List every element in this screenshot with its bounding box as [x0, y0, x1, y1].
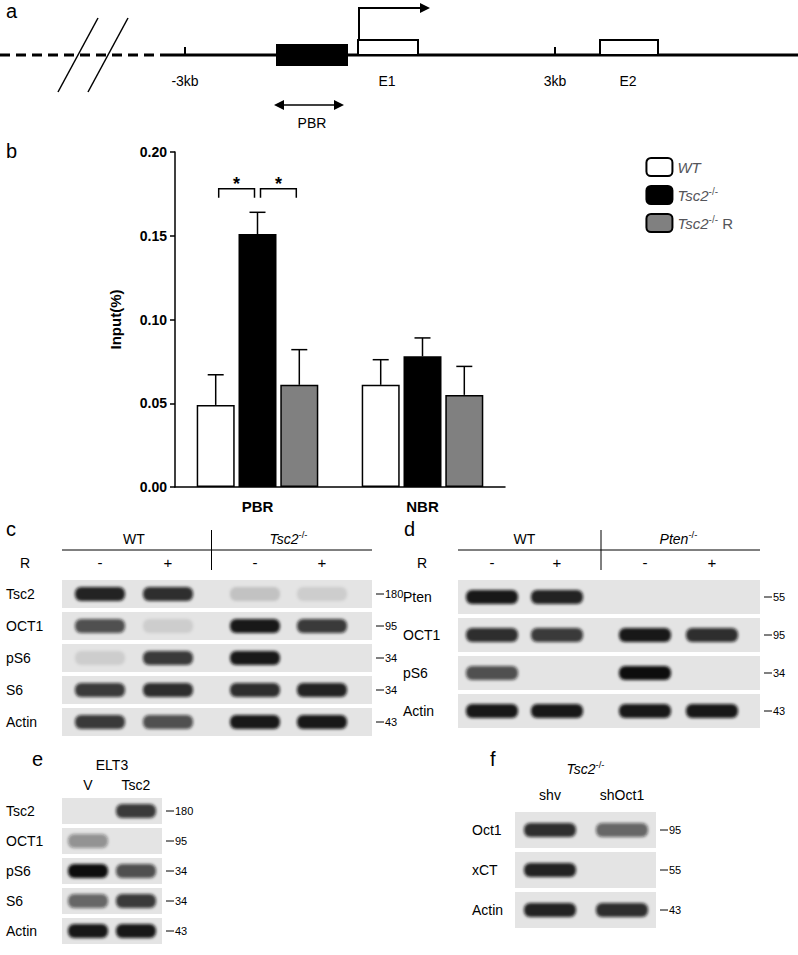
svg-text:pS6: pS6: [6, 863, 31, 879]
svg-text:ELT3: ELT3: [96, 757, 129, 773]
svg-text:pS6: pS6: [403, 665, 428, 681]
svg-text:a: a: [6, 0, 18, 22]
svg-text:-: -: [490, 554, 495, 571]
svg-text:180: 180: [175, 805, 193, 817]
svg-text:-: -: [98, 554, 103, 571]
svg-text:E1: E1: [378, 73, 395, 89]
svg-text:Actin: Actin: [6, 923, 37, 939]
svg-text:d: d: [404, 518, 415, 540]
svg-text:OCT1: OCT1: [6, 618, 44, 634]
svg-text:+: +: [708, 554, 717, 571]
svg-text:Tsc2: Tsc2: [6, 803, 35, 819]
svg-text:-: -: [253, 554, 258, 571]
svg-text:Tsc2: Tsc2: [677, 215, 709, 232]
svg-text:34: 34: [175, 865, 187, 877]
svg-text:E2: E2: [619, 73, 636, 89]
svg-text:OCT1: OCT1: [6, 833, 44, 849]
svg-text:55: 55: [773, 591, 785, 603]
svg-text:3kb: 3kb: [544, 73, 567, 89]
svg-text:c: c: [6, 518, 16, 540]
svg-text:WT: WT: [123, 531, 145, 547]
svg-text:-/-: -/-: [709, 186, 718, 197]
svg-text:Actin: Actin: [472, 902, 503, 918]
svg-text:*: *: [275, 174, 282, 194]
svg-text:S6: S6: [6, 682, 23, 698]
svg-text:Tsc2-/-: Tsc2-/-: [566, 759, 604, 777]
svg-text:95: 95: [385, 620, 397, 632]
svg-text:34: 34: [385, 684, 397, 696]
svg-text:Tsc2: Tsc2: [122, 777, 151, 793]
svg-text:PBR: PBR: [298, 115, 327, 131]
svg-text:Actin: Actin: [403, 703, 434, 719]
svg-text:0.15: 0.15: [140, 228, 167, 244]
svg-text:180: 180: [385, 588, 403, 600]
svg-text:R: R: [417, 555, 427, 571]
svg-text:Tsc2: Tsc2: [677, 187, 709, 204]
svg-text:0.10: 0.10: [140, 312, 167, 328]
svg-text:0.20: 0.20: [140, 144, 167, 160]
svg-text:Pten-/-: Pten-/-: [660, 529, 698, 547]
svg-text:-3kb: -3kb: [171, 73, 198, 89]
svg-text:b: b: [6, 140, 17, 162]
svg-text:95: 95: [669, 824, 681, 836]
svg-text:e: e: [32, 748, 43, 770]
svg-text:34: 34: [385, 652, 397, 664]
svg-text:43: 43: [773, 705, 785, 717]
svg-text:-: -: [643, 554, 648, 571]
svg-text:34: 34: [175, 895, 187, 907]
svg-text:V: V: [83, 777, 93, 793]
svg-text:95: 95: [175, 835, 187, 847]
svg-text:Tsc2: Tsc2: [6, 586, 35, 602]
svg-text:pS6: pS6: [6, 650, 31, 666]
svg-text:+: +: [318, 554, 327, 571]
svg-text:-/-: -/-: [709, 214, 718, 225]
svg-text:Tsc2-/-: Tsc2-/-: [269, 529, 307, 547]
svg-text:+: +: [164, 554, 173, 571]
svg-text:WT: WT: [514, 531, 536, 547]
svg-text:34: 34: [773, 667, 785, 679]
svg-text:Actin: Actin: [6, 714, 37, 730]
svg-text:R: R: [718, 215, 733, 232]
svg-text:*: *: [233, 174, 240, 194]
svg-text:shv: shv: [539, 787, 561, 803]
svg-text:0.00: 0.00: [140, 479, 167, 495]
svg-text:95: 95: [773, 629, 785, 641]
svg-text:f: f: [490, 748, 496, 770]
svg-text:43: 43: [175, 925, 187, 937]
svg-text:NBR: NBR: [406, 498, 439, 515]
svg-text:xCT: xCT: [472, 862, 498, 878]
svg-text:55: 55: [669, 864, 681, 876]
svg-text:43: 43: [669, 904, 681, 916]
svg-text:Oct1: Oct1: [472, 822, 502, 838]
svg-text:WT: WT: [677, 159, 702, 176]
svg-text:R: R: [20, 555, 30, 571]
svg-text:OCT1: OCT1: [403, 627, 441, 643]
svg-text:+: +: [553, 554, 562, 571]
svg-text:Pten: Pten: [403, 589, 432, 605]
svg-text:shOct1: shOct1: [600, 787, 645, 803]
svg-text:PBR: PBR: [242, 498, 274, 515]
svg-text:Input(%): Input(%): [107, 290, 124, 350]
svg-text:S6: S6: [6, 893, 23, 909]
svg-text:0.05: 0.05: [140, 395, 167, 411]
svg-text:43: 43: [385, 716, 397, 728]
